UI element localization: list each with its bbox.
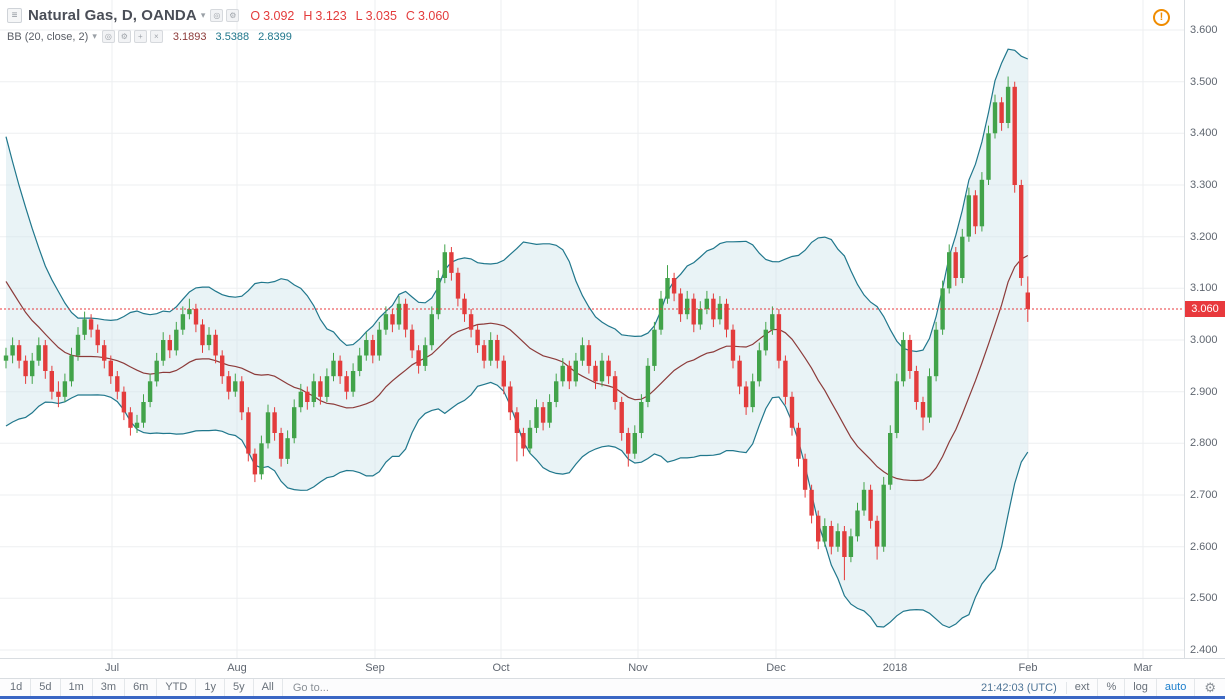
eye-icon[interactable]: ◎ [101,30,115,43]
range-button-1y[interactable]: 1y [196,679,225,696]
price-tick-label: 3.000 [1190,334,1218,346]
mode-button-percent[interactable]: % [1098,679,1126,696]
time-tick-label: Sep [365,662,385,674]
time-tick-label: 2018 [882,662,908,674]
range-button-6m[interactable]: 6m [125,679,158,696]
settings-icon[interactable]: ⚙ [117,30,131,43]
time-tick-label: Nov [628,662,648,674]
mode-button-log[interactable]: log [1125,679,1157,696]
price-tick-label: 2.900 [1190,385,1218,398]
chevron-down-icon[interactable]: ▾ [92,31,97,41]
low-value: 3.035 [365,8,397,23]
symbol-legend-row: ≡ Natural Gas, D, OANDA ▾ ◎ ⚙ O 3.092 H 3.… [7,5,458,26]
open-label: O [250,8,261,23]
candlestick-chart[interactable] [0,0,1184,658]
range-button-all[interactable]: All [254,679,283,696]
price-axis[interactable]: 3.060 3.600 3.500 3.400 3.300 3.200 3.100 3.00… [1185,0,1225,658]
range-buttons: 1d 5d 1m 3m 6m YTD 1y 5y All Go to... [2,679,339,696]
high-value: 3.123 [315,8,347,23]
time-tick-label: Oct [492,662,510,674]
range-button-3m[interactable]: 3m [93,679,126,696]
price-tick-label: 3.300 [1190,179,1218,191]
last-price-tag: 3.060 [1185,301,1225,317]
chevron-down-icon[interactable]: ▾ [200,10,206,20]
close-value: 3.060 [417,8,450,23]
close-icon[interactable]: × [149,30,163,43]
plus-icon[interactable]: + [133,30,147,43]
bb-lower-value: 2.8399 [258,30,292,43]
close-label: C [405,8,415,23]
indicator-values: 3.1893 3.5388 2.8399 [173,31,301,43]
price-tick-label: 2.600 [1190,540,1218,553]
time-tick-label: Dec [766,662,786,674]
menu-icon[interactable]: ≡ [7,8,22,23]
time-tick-label: Feb [1018,662,1038,674]
eye-icon[interactable]: ◎ [210,9,224,22]
time-tick-label: Aug [227,662,247,674]
low-label: L [355,8,363,23]
price-tick-label: 2.500 [1190,592,1218,605]
range-button-ytd[interactable]: YTD [157,679,197,696]
indicator-name[interactable]: BB (20, close, 2) [7,30,89,43]
time-axis[interactable]: Jul Aug Sep Oct Nov Dec 2018 Feb Mar [0,658,1185,678]
high-label: H [303,8,313,23]
price-tick-label: 2.400 [1190,644,1218,656]
price-tick-label: 3.600 [1190,24,1218,36]
range-button-1d[interactable]: 1d [2,679,32,696]
bb-upper-value: 3.5388 [215,30,250,43]
alert-icon[interactable]: ! [1153,9,1170,26]
clock-display[interactable]: 21:42:03 (UTC) [972,681,1067,694]
price-tick-label: 3.200 [1190,230,1218,243]
chart-legend: ≡ Natural Gas, D, OANDA ▾ ◎ ⚙ O 3.092 H 3.… [7,5,458,47]
range-button-5d[interactable]: 5d [31,679,61,696]
price-tick-label: 3.100 [1190,282,1218,295]
range-button-1m[interactable]: 1m [61,679,93,696]
mode-button-auto[interactable]: auto [1157,679,1196,696]
time-tick-label: Jul [104,662,120,674]
bottom-toolbar: 1d 5d 1m 3m 6m YTD 1y 5y All Go to... 21:42:03 (… [0,678,1225,696]
range-button-5y[interactable]: 5y [225,679,254,696]
scale-controls: 21:42:03 (UTC) ext% log auto ⚙ [972,679,1219,696]
chart-canvas[interactable]: ≡ Natural Gas, D, OANDA ▾ ◎ ⚙ O 3.092 H 3.… [0,0,1185,658]
price-tick-label: 2.800 [1190,437,1218,450]
open-value: 3.092 [263,8,295,23]
axis-corner [1185,658,1225,678]
bottom-strip [0,696,1225,699]
time-tick-label: Mar [1133,662,1153,674]
bb-basis-value: 3.1893 [172,30,207,43]
ohlc-readout: O 3.092 H 3.123 L 3.035 C 3.060 [250,9,458,23]
price-tick-label: 3.500 [1190,75,1218,88]
settings-icon[interactable]: ⚙ [226,9,240,22]
price-tick-label: 3.400 [1190,127,1218,140]
mode-button-ext[interactable]: ext [1067,679,1099,696]
go-to-button[interactable]: Go to... [292,681,329,694]
price-tick-label: 2.700 [1190,489,1218,501]
gear-icon[interactable]: ⚙ [1204,679,1216,695]
symbol-title[interactable]: Natural Gas, D, OANDA [28,7,197,24]
indicator-legend-row: BB (20, close, 2) ▾ ◎ ⚙ + × 3.1893 3.538… [7,26,458,47]
